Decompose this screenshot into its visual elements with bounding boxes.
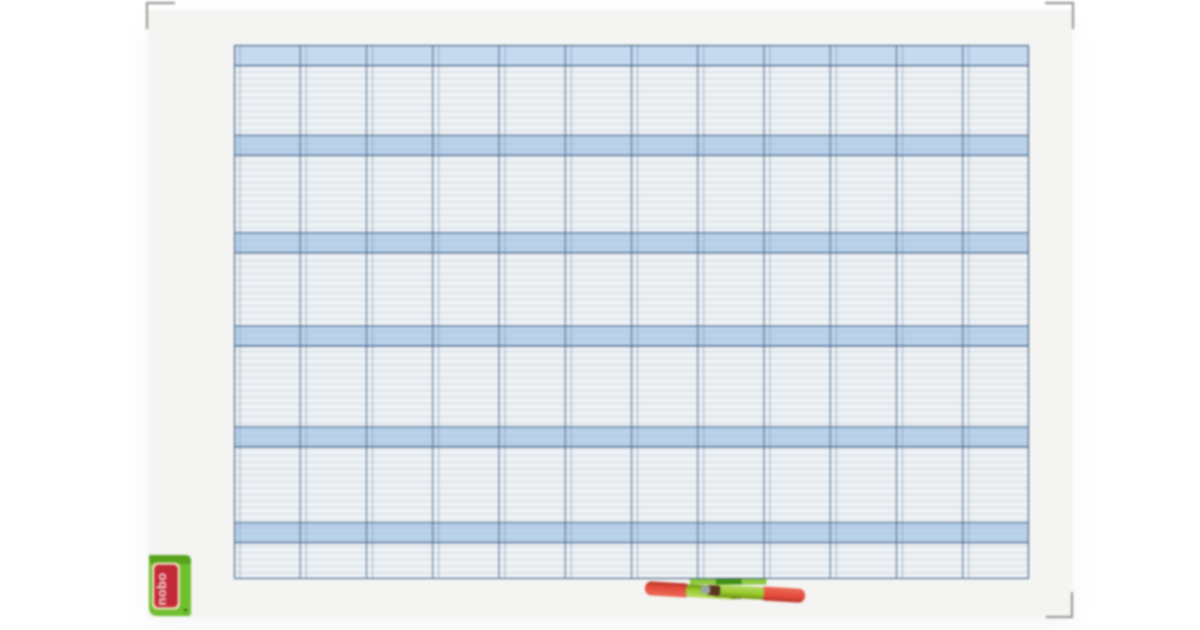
svg-text:nobo: nobo — [154, 573, 169, 606]
